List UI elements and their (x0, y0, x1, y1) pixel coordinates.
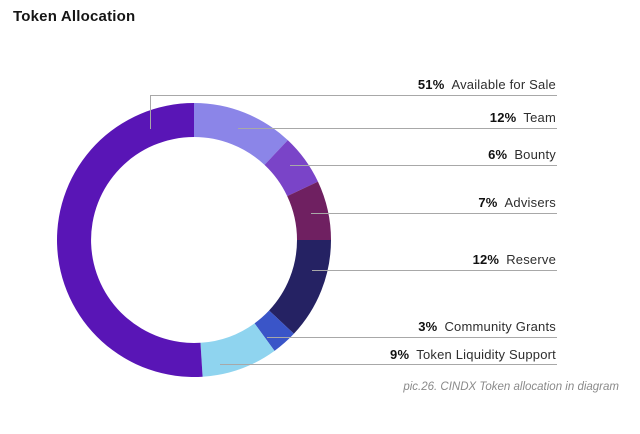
donut-segment-advisers (287, 181, 331, 240)
donut-segments-group (57, 103, 331, 377)
legend-row-token-liquidity-support: 9% Token Liquidity Support (390, 347, 556, 363)
donut-segment-team (194, 103, 288, 165)
legend-row-available-for-sale: 51% Available for Sale (418, 77, 556, 93)
legend-row-community-grants: 3% Community Grants (418, 319, 556, 335)
legend-label-available-for-sale: Available for Sale (451, 77, 556, 92)
legend-pct-community-grants: 3% (418, 319, 438, 334)
figure-caption: pic.26. CINDX Token allocation in diagra… (403, 381, 619, 393)
legend-label-community-grants: Community Grants (444, 319, 556, 334)
donut-segment-bounty (264, 140, 318, 197)
page-title: Token Allocation (13, 8, 136, 25)
legend-row-bounty: 6% Bounty (488, 147, 556, 163)
legend-pct-reserve: 12% (472, 252, 500, 267)
donut-segment-token-liquidity-support (200, 323, 275, 377)
donut-segment-available-for-sale (57, 103, 203, 377)
legend-row-reserve: 12% Reserve (473, 252, 556, 268)
legend-pct-bounty: 6% (488, 147, 508, 162)
legend-row-advisers: 7% Advisers (478, 195, 556, 211)
legend-label-advisers: Advisers (504, 195, 556, 210)
legend-label-reserve: Reserve (506, 252, 556, 267)
leader-line-available-for-sale (150, 95, 557, 129)
donut-segment-community-grants (254, 310, 294, 351)
legend-label-token-liquidity-support: Token Liquidity Support (416, 347, 556, 362)
legend-label-bounty: Bounty (514, 147, 556, 162)
legend-label-team: Team (523, 110, 556, 125)
legend-pct-available-for-sale: 51% (417, 77, 445, 92)
legend-pct-team: 12% (489, 110, 517, 125)
legend-row-team: 12% Team (490, 110, 556, 126)
legend-pct-advisers: 7% (478, 195, 498, 210)
donut-segment-reserve (269, 240, 331, 334)
legend-pct-token-liquidity-support: 9% (390, 347, 410, 362)
